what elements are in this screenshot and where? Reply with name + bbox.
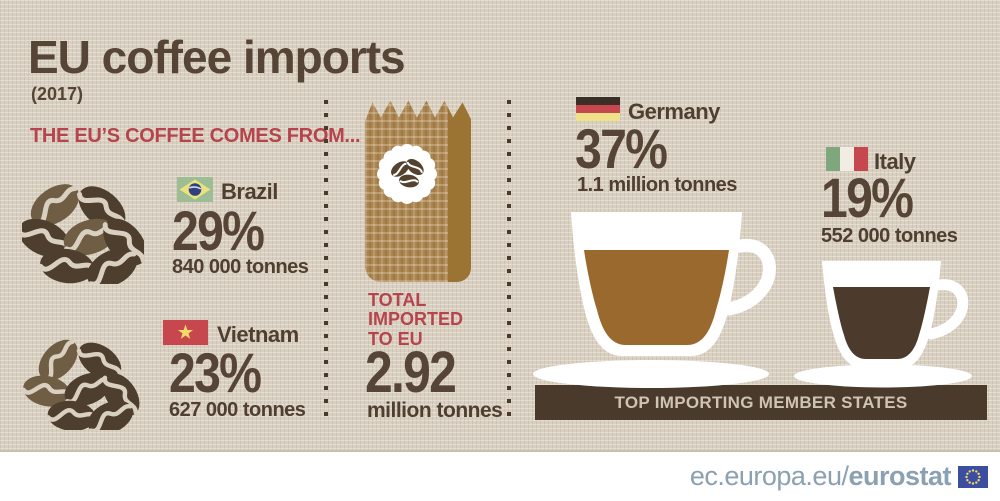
importer-country-label: Italy bbox=[874, 149, 916, 174]
importer-percent: 37% bbox=[575, 117, 668, 180]
year-label: (2017) bbox=[31, 84, 84, 104]
saucer-icon bbox=[794, 364, 972, 388]
dotted-divider bbox=[324, 100, 328, 418]
importer-tonnes: 1.1 million tonnes bbox=[577, 174, 737, 196]
coffee-beans-icon bbox=[22, 338, 144, 430]
total-label: TOTAL IMPORTED TO EU bbox=[368, 290, 464, 349]
importer-percent: 19% bbox=[821, 166, 914, 229]
dotted-divider bbox=[507, 100, 511, 418]
page-title: EU coffee imports bbox=[28, 31, 406, 83]
importer-country-label: Germany bbox=[628, 99, 720, 124]
italy-flag-icon bbox=[826, 147, 868, 171]
brazil-flag-icon bbox=[177, 177, 213, 202]
footer-bar: ec.europa.eu/eurostat bbox=[0, 450, 1000, 501]
eurostat-url: ec.europa.eu/eurostat bbox=[689, 461, 952, 492]
sources-heading: THE EU’S COFFEE COMES FROM... bbox=[30, 125, 361, 147]
source-tonnes: 627 000 tonnes bbox=[169, 399, 306, 421]
source-tonnes: 840 000 tonnes bbox=[172, 256, 309, 278]
source-percent: 29% bbox=[172, 199, 265, 262]
source-percent: 23% bbox=[169, 341, 262, 404]
germany-flag-icon bbox=[576, 97, 620, 121]
eu-flag-icon bbox=[958, 465, 988, 488]
saucer-icon bbox=[533, 360, 769, 388]
importer-tonnes: 552 000 tonnes bbox=[821, 225, 958, 247]
coffee-cup-icon bbox=[794, 261, 972, 388]
coffee-bag-gusset bbox=[448, 100, 471, 282]
coffee-cup-icon bbox=[533, 212, 776, 388]
coffee-beans-icon bbox=[22, 180, 144, 284]
eurostat-url-regular: ec.europa.eu/ bbox=[689, 461, 849, 491]
coffee-beans-badge-icon bbox=[377, 144, 437, 204]
eurostat-url-bold: eurostat bbox=[848, 461, 951, 491]
total-unit: million tonnes bbox=[367, 399, 503, 422]
top-importers-banner: TOP IMPORTING MEMBER STATES bbox=[535, 385, 987, 420]
total-value: 2.92 bbox=[365, 340, 457, 405]
vietnam-flag-icon bbox=[163, 320, 208, 345]
source-country-label: Vietnam bbox=[217, 322, 299, 347]
source-country-label: Brazil bbox=[221, 179, 278, 204]
